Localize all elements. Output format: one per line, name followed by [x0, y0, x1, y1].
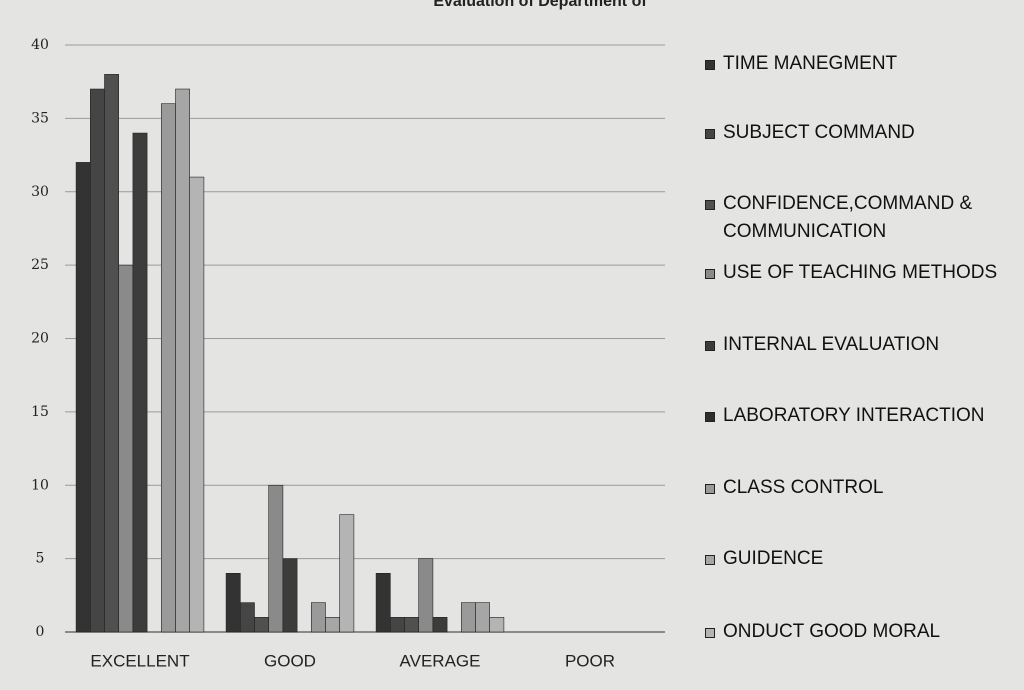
- bar: [375, 572, 391, 633]
- bar: [175, 88, 190, 633]
- legend-swatch: [705, 269, 715, 279]
- bar: [132, 132, 148, 633]
- y-tick-label: 35: [31, 110, 49, 126]
- y-tick-label: 15: [31, 404, 49, 420]
- legend-item: ONDUCT GOOD MORAL: [705, 618, 1005, 646]
- bar: [404, 617, 419, 633]
- legend-label: ONDUCT GOOD MORAL: [723, 621, 941, 642]
- legend-item: GUIDENCE: [705, 545, 1005, 573]
- legend-swatch: [705, 628, 715, 638]
- bar: [90, 88, 105, 633]
- legend-item: CLASS CONTROL: [705, 474, 1005, 502]
- y-tick-label: 40: [31, 37, 49, 53]
- y-tick-label: 5: [36, 551, 45, 567]
- x-tick-label: AVERAGE: [400, 651, 481, 670]
- legend-swatch: [705, 60, 715, 70]
- legend-label: USE OF TEACHING METHODS: [723, 262, 998, 283]
- x-tick-label: POOR: [565, 651, 615, 670]
- legend-item: INTERNAL EVALUATION: [705, 331, 1005, 359]
- bar: [325, 617, 340, 633]
- bar: [432, 617, 448, 633]
- legend-item: CONFIDENCE,COMMAND & COMMUNICATION: [705, 190, 1005, 246]
- bar: [189, 176, 205, 633]
- legend-swatch: [705, 555, 715, 565]
- y-tick-label: 20: [31, 331, 49, 347]
- bar: [240, 602, 255, 633]
- legend-label: LABORATORY INTERACTION: [723, 405, 985, 426]
- bar: [118, 264, 134, 633]
- bar: [161, 103, 176, 633]
- bar: [389, 617, 405, 633]
- legend-label: TIME MANEGMENT: [723, 53, 898, 74]
- y-tick-label: 25: [31, 257, 49, 273]
- legend-label: CONFIDENCE,COMMAND & COMMUNICATION: [723, 193, 973, 242]
- legend-item: TIME MANEGMENT: [705, 50, 1005, 78]
- bar: [475, 602, 490, 633]
- x-tick-label: GOOD: [264, 651, 316, 670]
- bar: [310, 602, 326, 633]
- bar: [254, 617, 269, 633]
- legend-item: LABORATORY INTERACTION: [705, 402, 1005, 430]
- bar: [104, 74, 119, 633]
- bar: [268, 484, 284, 633]
- legend-swatch: [705, 129, 715, 139]
- legend-swatch: [705, 412, 715, 422]
- y-tick-label: 30: [31, 184, 49, 200]
- x-tick-label: EXCELLENT: [90, 651, 189, 670]
- bar: [225, 572, 241, 633]
- legend-swatch: [705, 341, 715, 351]
- bar: [282, 558, 298, 633]
- legend-label: GUIDENCE: [723, 548, 824, 569]
- bar: [75, 162, 91, 633]
- y-tick-label: 10: [31, 477, 49, 493]
- bar: [489, 617, 505, 633]
- legend-swatch: [705, 200, 715, 210]
- legend-label: CLASS CONTROL: [723, 477, 884, 498]
- legend-item: USE OF TEACHING METHODS: [705, 259, 1005, 287]
- bar: [339, 514, 355, 633]
- legend-label: INTERNAL EVALUATION: [723, 334, 940, 355]
- legend-item: SUBJECT COMMAND: [705, 119, 1005, 147]
- legend-label: SUBJECT COMMAND: [723, 122, 915, 143]
- bar: [460, 602, 476, 633]
- legend-swatch: [705, 484, 715, 494]
- chart-title: Evaluation of Department of: [433, 0, 647, 10]
- y-tick-label: 0: [36, 624, 45, 640]
- bar: [418, 558, 434, 633]
